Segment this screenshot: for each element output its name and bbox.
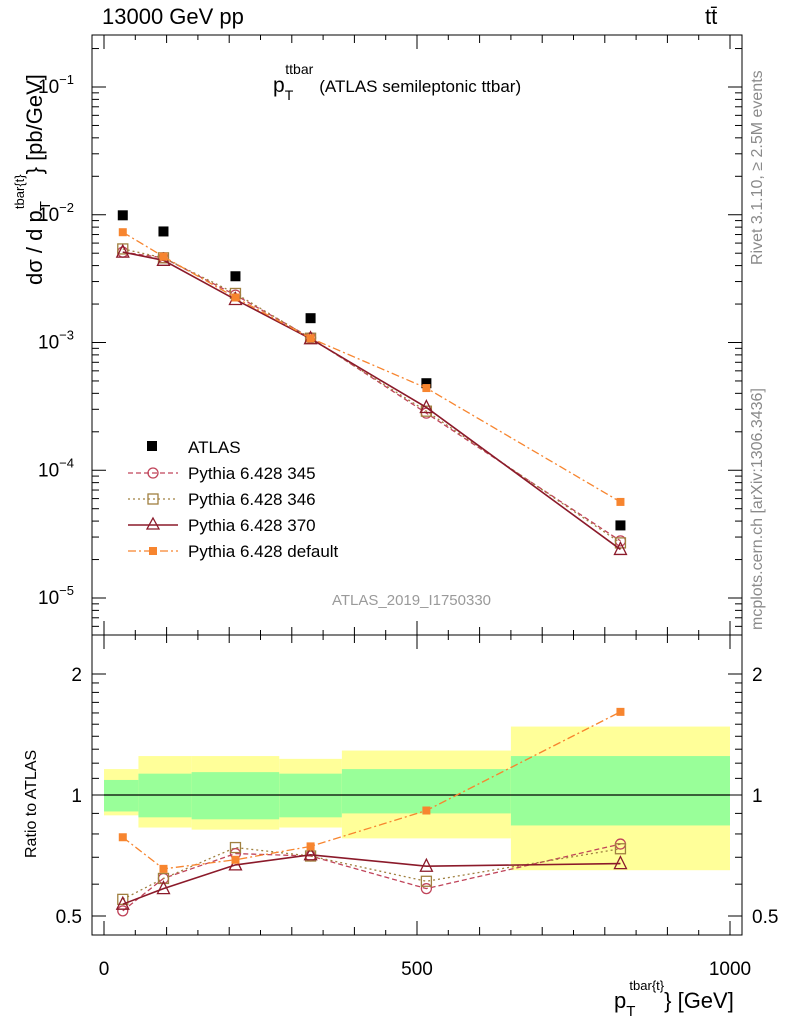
ratio-point-default [616,707,625,716]
ratio-y-tick-label-right: 2 [752,665,763,686]
ratio-point-346 [614,843,627,855]
ratio-line-346 [122,846,621,900]
main-point-default [306,334,315,343]
main-point-atlas [305,313,316,324]
x-tick-label: 1000 [709,959,751,980]
ratio-line-default [122,711,621,870]
main-y-tick-label: 10−1 [38,72,74,98]
ratio-point-346 [117,893,129,906]
ratio-band-inner [104,779,139,812]
ratio-point-346 [157,872,170,885]
ratio-series-group [115,707,628,917]
ratio-point-370 [613,855,628,870]
legend-marker-p346 [147,493,159,505]
main-point-atlas [421,378,432,389]
ratio-y-tick-label-right: 1 [752,786,763,807]
main-point-370 [613,540,628,556]
axis-ticks: 10−1 10−2 10−3 10−4 10−5 2 2 1 1 0.5 0.5 0 500 1000 [38,35,778,980]
ratio-point-370 [419,857,434,872]
ratio-y-tick-label-right: 0.5 [752,907,778,928]
ratio-point-default [422,806,431,815]
main-series-group [115,210,628,556]
main-point-atlas [230,271,241,282]
legend-label-atlas: ATLAS [188,438,241,457]
ratio-point-345 [420,882,433,895]
ratio-point-default [159,864,168,873]
ratio-point-345 [117,905,129,917]
ratio-band-inner [191,772,280,820]
main-line-345 [122,251,621,542]
main-point-default [616,497,625,506]
main-point-atlas [117,210,128,221]
main-point-atlas [158,226,169,237]
main-line-default [122,231,621,503]
ratio-point-370 [303,846,318,861]
ratio-point-default [118,833,127,842]
ratio-point-370 [228,856,243,871]
main-y-tick-label: 10−2 [38,200,74,226]
analysis-watermark: ATLAS_2019_I1750330 [332,592,491,609]
ratio-point-370 [156,880,171,895]
legend-marker-p370 [145,516,161,530]
x-axis-label: pTtbar{t}} [GeV] [614,978,734,1020]
main-point-default [118,228,127,237]
ratio-point-default [306,842,315,851]
legend-marker-atlas [147,441,157,451]
ratio-y-tick-label-left: 2 [71,665,82,686]
ratio-y-tick-label-left: 1 [71,786,82,807]
main-point-346 [614,537,627,549]
main-point-370 [419,399,434,414]
legend-label-p346: Pythia 6.428 346 [188,490,316,509]
ratio-point-default [231,855,240,864]
main-point-default [231,293,240,302]
ratio-uncertainty-bands [104,726,730,871]
ratio-line-370 [122,853,621,905]
main-point-default [159,252,168,261]
ratio-y-axis-label: Ratio to ATLAS [23,750,40,858]
legend-marker-pdefault [149,547,157,555]
main-y-axis-label: dσ / d pTtbar{t}} [pb/GeV] [12,74,54,285]
rivet-version-label: Rivet 3.1.10, ≥ 2.5M events [749,70,766,265]
process-label: tt̄ [705,4,717,29]
ratio-line-345 [122,843,621,912]
legend: ATLAS Pythia 6.428 345 Pythia 6.428 346 … [128,438,339,561]
legend-label-p345: Pythia 6.428 345 [188,464,316,483]
legend-marker-p345 [147,467,159,479]
legend-label-pdefault: Pythia 6.428 default [188,542,339,561]
plot-title: pTttbar(ATLAS semileptonic ttbar) [273,61,521,103]
main-line-370 [122,251,621,551]
energy-label: 13000 GeV pp [102,4,244,29]
main-y-tick-label: 10−4 [38,455,74,481]
main-line-346 [122,248,621,544]
main-point-default [422,384,431,393]
main-point-370 [115,243,130,258]
main-point-atlas [615,520,626,531]
ratio-band-inner [341,769,511,814]
legend-label-p370: Pythia 6.428 370 [188,516,316,535]
ratio-point-346 [420,875,433,887]
ratio-band-inner [510,756,730,826]
ratio-point-346 [229,841,242,854]
ratio-point-370 [115,895,130,910]
x-tick-label: 0 [99,959,110,980]
main-y-tick-label: 10−3 [38,328,74,354]
ratio-y-tick-label-left: 0.5 [56,907,82,928]
mcplots-label: mcplots.cern.ch [arXiv:1306.3436] [749,388,766,630]
x-tick-label: 500 [401,959,433,980]
main-y-tick-label: 10−5 [38,583,74,609]
